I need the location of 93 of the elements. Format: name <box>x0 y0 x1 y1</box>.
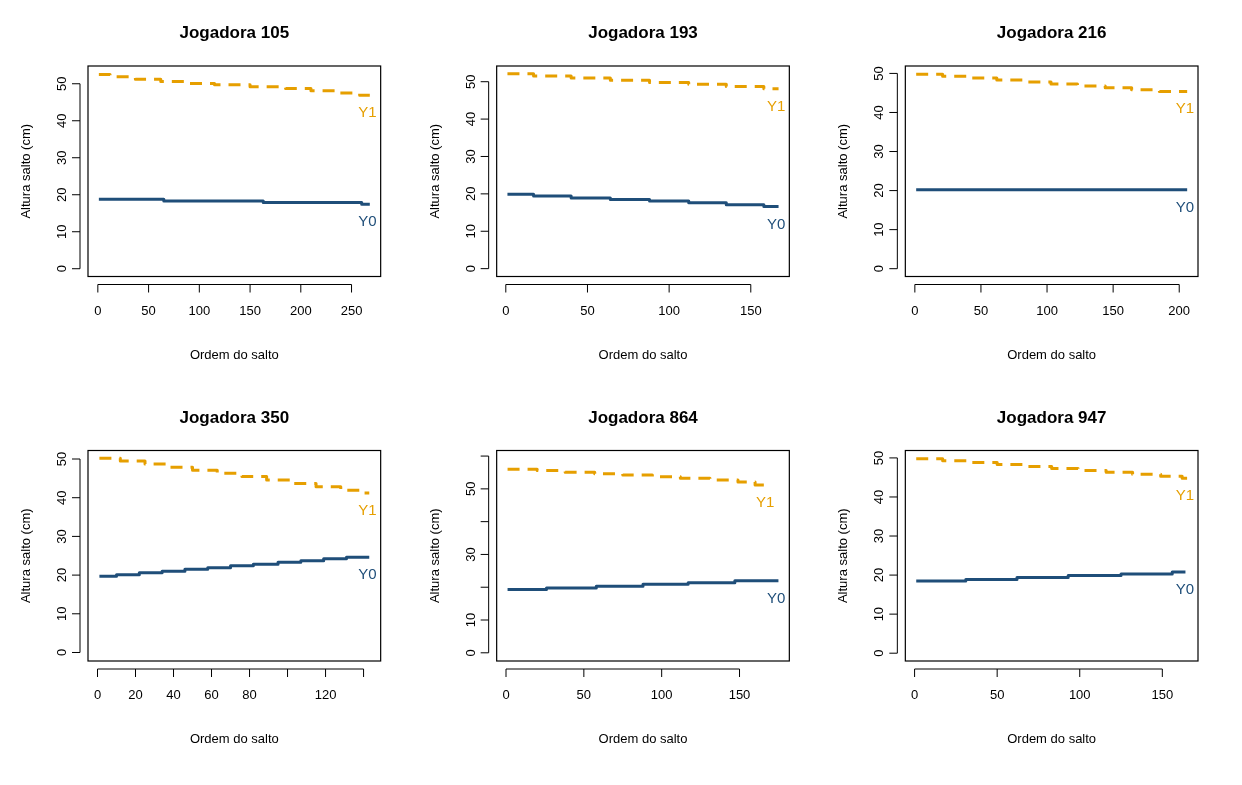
x-axis-title: Ordem do salto <box>1007 731 1097 746</box>
series-label: Y0 <box>1175 579 1194 597</box>
x-tick-label: 0 <box>502 302 510 318</box>
series-label: Y1 <box>358 103 377 121</box>
y-tick-label: 0 <box>871 265 887 273</box>
x-tick-label: 250 <box>340 302 363 318</box>
y-tick-label: 40 <box>871 489 887 505</box>
x-tick-label: 0 <box>911 302 919 318</box>
y-tick-label: 10 <box>54 224 69 239</box>
x-tick-label: 40 <box>166 687 181 702</box>
y-tick-label: 50 <box>871 66 887 81</box>
x-tick-label: 100 <box>1036 302 1058 318</box>
chart-title: Jogadora 105 <box>179 23 290 42</box>
x-tick-label: 50 <box>973 302 989 318</box>
x-tick-label: 200 <box>289 302 312 318</box>
chart-title: Jogadora 947 <box>996 407 1107 427</box>
y-tick-label: 30 <box>462 547 478 562</box>
x-tick-label: 150 <box>728 687 751 702</box>
x-tick-label: 20 <box>128 687 143 702</box>
y-tick-label: 10 <box>54 606 69 622</box>
series-label: Y0 <box>766 214 786 232</box>
y-tick-label: 20 <box>54 567 69 583</box>
x-tick-label: 0 <box>502 687 510 702</box>
x-tick-label: 60 <box>204 687 219 702</box>
y-axis-title: Altura salto (cm) <box>18 508 33 604</box>
series-label: Y0 <box>766 588 786 606</box>
x-axis-title: Ordem do salto <box>598 731 688 746</box>
x-tick-label: 150 <box>739 302 762 318</box>
y-tick-label: 0 <box>871 649 887 657</box>
y-tick-label: 40 <box>462 111 478 127</box>
x-tick-label: 50 <box>580 302 595 318</box>
x-tick-label: 100 <box>658 302 680 318</box>
x-axis-title: Ordem do salto <box>189 346 279 362</box>
x-tick-label: 0 <box>910 687 919 702</box>
series-label: Y0 <box>358 565 377 583</box>
y-tick-label: 30 <box>54 150 69 165</box>
y-tick-label: 10 <box>871 222 887 237</box>
y-tick-label: 20 <box>54 187 69 202</box>
y-tick-label: 50 <box>462 481 478 497</box>
y-tick-label: 40 <box>54 490 69 505</box>
y-tick-label: 30 <box>871 528 887 544</box>
series-label: Y0 <box>358 212 377 230</box>
x-tick-label: 200 <box>1168 302 1191 318</box>
y-tick-label: 50 <box>54 76 69 91</box>
x-tick-label: 50 <box>989 687 1005 702</box>
y-tick-label: 20 <box>871 183 887 198</box>
y-axis-title: Altura salto (cm) <box>835 123 851 219</box>
y-tick-label: 50 <box>54 451 69 467</box>
y-tick-label: 0 <box>54 265 69 273</box>
x-tick-label: 100 <box>188 302 211 318</box>
chart-title: Jogadora 193 <box>588 23 698 42</box>
y-axis-title: Altura salto (cm) <box>426 508 442 604</box>
y-tick-label: 50 <box>871 450 887 466</box>
series-label: Y1 <box>358 501 377 519</box>
series-label: Y0 <box>1175 197 1194 215</box>
y-tick-label: 0 <box>462 649 478 657</box>
x-tick-label: 0 <box>93 687 102 702</box>
y-tick-label: 30 <box>871 144 887 159</box>
x-tick-label: 100 <box>650 687 673 702</box>
y-tick-label: 40 <box>54 113 69 128</box>
y-tick-label: 0 <box>54 648 69 657</box>
y-tick-label: 0 <box>462 265 478 273</box>
y-axis-title: Altura salto (cm) <box>18 123 33 219</box>
x-tick-label: 50 <box>141 302 156 318</box>
x-tick-label: 150 <box>239 302 261 318</box>
series-label: Y1 <box>1175 99 1194 117</box>
x-axis-title: Ordem do salto <box>1007 346 1097 362</box>
y-tick-label: 50 <box>462 74 478 89</box>
x-tick-label: 50 <box>576 687 592 702</box>
y-tick-label: 30 <box>462 149 478 164</box>
y-tick-label: 20 <box>871 567 887 583</box>
series-label: Y1 <box>766 96 786 114</box>
y-tick-label: 20 <box>462 186 478 202</box>
chart-title: Jogadora 864 <box>588 407 699 427</box>
x-tick-label: 120 <box>314 687 337 702</box>
x-tick-label: 80 <box>242 687 257 702</box>
y-axis-title: Altura salto (cm) <box>835 508 851 604</box>
y-tick-label: 40 <box>871 105 887 120</box>
y-tick-label: 10 <box>462 224 478 239</box>
x-axis-title: Ordem do salto <box>189 731 279 746</box>
y-tick-label: 10 <box>462 612 478 628</box>
y-axis-title: Altura salto (cm) <box>426 123 442 219</box>
x-tick-label: 150 <box>1102 302 1124 318</box>
series-label: Y1 <box>1175 486 1194 504</box>
y-tick-label: 10 <box>871 606 887 622</box>
x-axis-title: Ordem do salto <box>598 346 688 362</box>
x-tick-label: 100 <box>1068 687 1091 702</box>
x-tick-label: 150 <box>1151 687 1174 702</box>
series-label: Y1 <box>756 492 775 510</box>
y-tick-label: 30 <box>54 529 69 544</box>
chart-title: Jogadora 350 <box>179 407 290 427</box>
chart-title: Jogadora 216 <box>996 23 1107 42</box>
x-tick-label: 0 <box>94 302 102 318</box>
